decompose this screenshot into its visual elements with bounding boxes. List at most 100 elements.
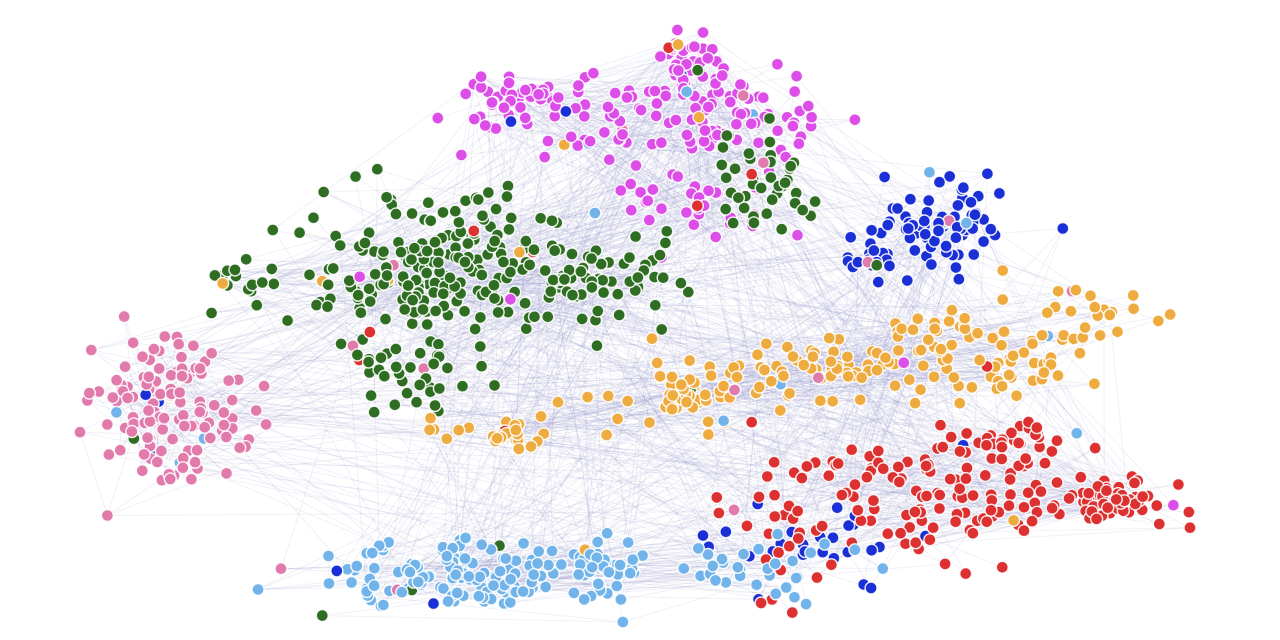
graph-node — [1151, 314, 1166, 328]
graph-node — [891, 343, 906, 358]
graph-node — [1002, 499, 1016, 513]
graph-node — [538, 150, 552, 164]
graph-node — [137, 447, 151, 462]
graph-node — [1083, 289, 1098, 303]
graph-edge — [148, 441, 709, 548]
graph-edge — [127, 386, 227, 474]
graph-edge — [390, 199, 967, 224]
graph-edge — [648, 220, 683, 400]
graph-edge — [443, 281, 612, 307]
graph-node — [420, 244, 434, 258]
graph-node — [468, 322, 482, 336]
graph-node — [997, 325, 1011, 339]
graph-node — [306, 211, 321, 225]
graph-node — [786, 349, 800, 364]
graph-edge — [339, 204, 393, 246]
graph-edge — [322, 615, 623, 623]
graph-node — [966, 488, 980, 503]
graph-node — [776, 369, 791, 383]
graph-node — [1040, 306, 1055, 320]
graph-node — [423, 411, 438, 425]
graph-edge — [822, 250, 875, 553]
graph-edge — [721, 164, 872, 469]
graph-node — [1070, 426, 1084, 440]
graph-edge — [440, 459, 926, 588]
graph-edge — [232, 337, 830, 429]
graph-node — [984, 222, 998, 236]
graph-node — [154, 444, 169, 458]
graph-edge — [255, 215, 483, 411]
graph-edge — [272, 76, 482, 231]
graph-edge — [401, 89, 534, 593]
graph-node — [611, 287, 625, 301]
graph-edge — [150, 454, 793, 562]
graph-node — [634, 103, 648, 117]
graph-node — [102, 447, 116, 462]
graph-edge — [470, 233, 476, 330]
graph-node — [796, 203, 810, 217]
graph-node — [623, 566, 637, 580]
graph-node — [443, 271, 457, 285]
graph-node — [377, 369, 392, 383]
graph-node — [719, 525, 733, 539]
graph-node — [956, 180, 971, 195]
graph-node — [994, 338, 1009, 352]
graph-node — [744, 117, 758, 131]
graph-node — [597, 125, 612, 140]
graph-node — [591, 535, 605, 549]
graph-node — [334, 337, 348, 351]
graph-node — [219, 466, 234, 481]
graph-node — [797, 358, 811, 372]
graph-edge — [264, 385, 967, 480]
graph-edge — [481, 99, 553, 545]
graph-edge — [889, 265, 956, 268]
graph-edge — [914, 250, 1040, 448]
graph-edge — [501, 312, 1048, 438]
graph-edge — [758, 142, 785, 516]
graph-node — [1018, 451, 1033, 466]
graph-edge — [509, 76, 666, 97]
graph-edge — [193, 345, 723, 560]
graph-edge — [430, 228, 782, 393]
graph-edge — [611, 281, 782, 571]
graph-node — [878, 351, 893, 365]
graph-node — [251, 582, 265, 597]
graph-edge — [572, 273, 872, 472]
graph-node — [747, 216, 761, 230]
graph-edge — [143, 93, 544, 378]
graph-edge — [510, 298, 968, 469]
graph-node — [527, 310, 542, 324]
graph-edge — [619, 95, 744, 122]
graph-edge — [287, 286, 419, 321]
graph-node — [901, 221, 915, 236]
graph-node — [822, 469, 836, 483]
graph-edge — [543, 433, 781, 571]
graph-node — [1126, 302, 1141, 316]
graph-edge — [227, 76, 703, 286]
graph-node — [892, 475, 906, 489]
graph-node — [845, 443, 859, 457]
graph-node — [867, 243, 881, 258]
graph-node — [1025, 514, 1039, 528]
graph-edge — [554, 115, 700, 215]
graph-node — [530, 556, 545, 571]
graph-node — [1110, 325, 1125, 339]
graph-edge — [587, 135, 728, 258]
graph-edge — [469, 109, 642, 580]
graph-edge — [739, 367, 762, 570]
graph-node — [660, 224, 674, 239]
graph-node — [585, 280, 599, 295]
graph-node — [687, 40, 702, 54]
graph-node — [742, 146, 756, 161]
graph-edge — [464, 142, 759, 312]
graph-node — [186, 339, 201, 353]
graph-node — [942, 314, 956, 328]
graph-node — [716, 379, 731, 393]
graph-edge — [619, 305, 656, 566]
graph-node — [908, 505, 922, 519]
graph-edge — [573, 329, 663, 555]
graph-node — [808, 194, 822, 209]
graph-node — [817, 537, 832, 551]
graph-node — [135, 464, 150, 478]
graph-edge — [617, 293, 653, 339]
